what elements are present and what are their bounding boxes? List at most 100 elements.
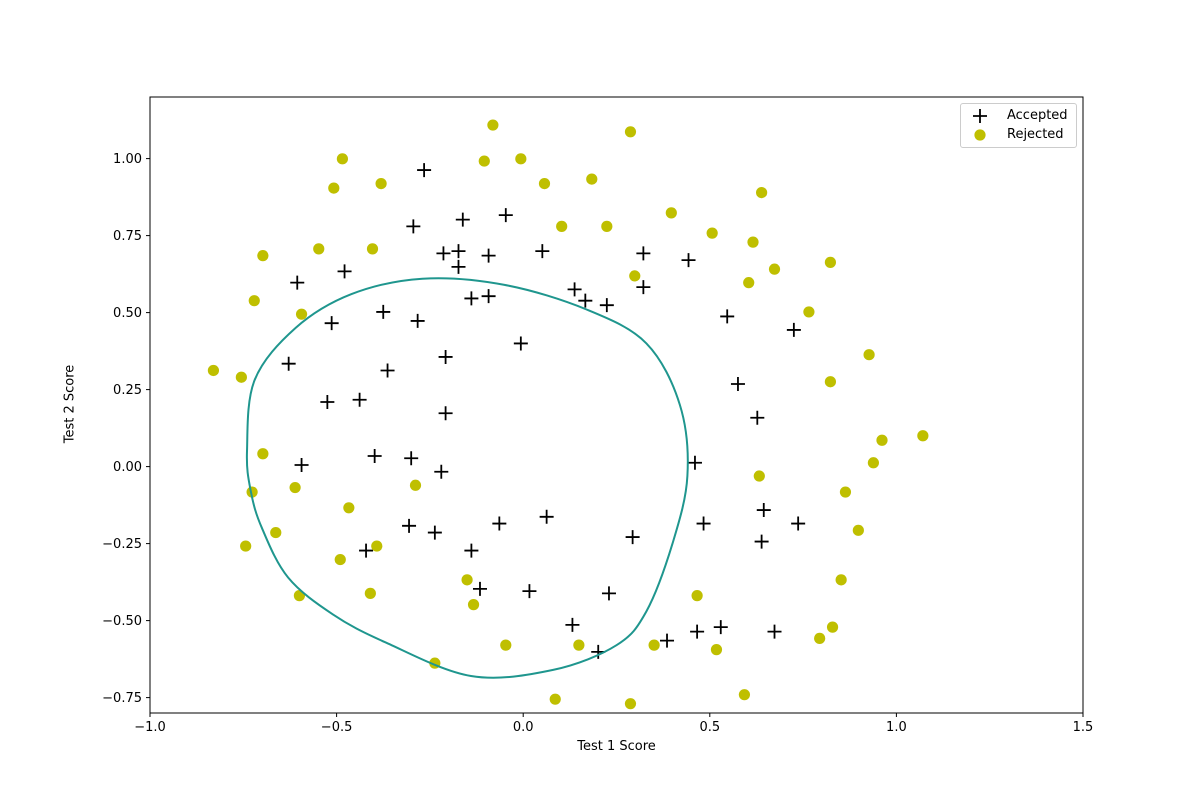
accepted-marker bbox=[464, 543, 479, 558]
accepted-marker bbox=[410, 313, 425, 328]
axes-background bbox=[150, 97, 1083, 713]
rejected-marker bbox=[573, 639, 585, 651]
accepted-marker bbox=[438, 349, 453, 364]
accepted-marker bbox=[791, 516, 806, 531]
rejected-marker bbox=[366, 243, 379, 255]
y-tick-label: −0.75 bbox=[102, 691, 142, 706]
rejected-marker bbox=[257, 250, 269, 262]
rejected-marker bbox=[852, 524, 864, 536]
rejected-marker bbox=[826, 621, 839, 633]
rejected-marker bbox=[876, 434, 888, 446]
accepted-marker bbox=[451, 244, 466, 259]
rejected-marker bbox=[235, 371, 247, 383]
rejected-marker bbox=[207, 364, 220, 377]
accepted-marker bbox=[539, 509, 554, 524]
x-tick-label: −1.0 bbox=[134, 720, 166, 735]
accepted-marker bbox=[352, 392, 367, 407]
accepted-marker bbox=[464, 291, 479, 306]
y-tick-label: 0.50 bbox=[113, 306, 142, 321]
accepted-marker bbox=[481, 248, 496, 263]
accepted-marker bbox=[767, 624, 782, 639]
rejected-marker bbox=[747, 236, 759, 248]
rejected-marker bbox=[691, 590, 703, 602]
rejected-marker bbox=[500, 639, 512, 651]
legend-label-rejected: Rejected bbox=[1007, 126, 1064, 142]
accepted-marker bbox=[565, 617, 580, 632]
rejected-marker bbox=[343, 502, 355, 514]
rejected-marker bbox=[738, 689, 751, 701]
accepted-marker bbox=[690, 624, 705, 639]
rejected-marker bbox=[248, 295, 260, 307]
accepted-marker bbox=[636, 280, 651, 295]
rejected-marker bbox=[409, 479, 422, 491]
rejected-marker bbox=[364, 587, 376, 599]
rejected-marker bbox=[867, 457, 879, 469]
rejected-marker bbox=[756, 186, 768, 199]
accepted-marker bbox=[660, 633, 675, 648]
rejected-marker bbox=[461, 574, 473, 586]
rejected-marker bbox=[753, 470, 765, 482]
rejected-marker bbox=[334, 553, 346, 566]
y-tick-label: 0.75 bbox=[113, 229, 142, 244]
rejected-marker bbox=[313, 243, 325, 255]
accepted-marker bbox=[578, 293, 593, 308]
accepted-marker bbox=[406, 219, 421, 234]
rejected-marker bbox=[295, 308, 308, 320]
accepted-marker bbox=[438, 406, 453, 421]
accepted-marker bbox=[294, 458, 309, 473]
x-tick-label: 0.5 bbox=[699, 720, 720, 735]
accepted-marker bbox=[492, 516, 507, 531]
accepted-marker bbox=[380, 363, 395, 378]
accepted-marker bbox=[281, 356, 296, 371]
accepted-marker bbox=[427, 525, 442, 540]
y-tick-label: 0.00 bbox=[113, 460, 142, 475]
rejected-marker bbox=[665, 207, 677, 219]
rejected-marker bbox=[624, 126, 637, 138]
accepted-marker bbox=[522, 584, 537, 599]
accepted-marker bbox=[786, 322, 801, 337]
accepted-marker bbox=[636, 246, 651, 261]
rejected-marker bbox=[478, 155, 490, 167]
rejected-marker bbox=[328, 182, 340, 194]
accepted-marker bbox=[750, 410, 765, 425]
x-tick-label: 0.0 bbox=[513, 720, 534, 735]
rejected-marker bbox=[549, 693, 561, 705]
accepted-marker bbox=[455, 212, 470, 227]
accepted-marker bbox=[481, 289, 496, 304]
x-tick-label: −0.5 bbox=[321, 720, 353, 735]
rejected-marker bbox=[556, 220, 568, 232]
accepted-marker bbox=[625, 530, 640, 545]
accepted-marker bbox=[376, 304, 391, 319]
rejected-marker bbox=[487, 119, 499, 131]
accepted-marker bbox=[513, 336, 528, 351]
decision-boundary-curve bbox=[245, 277, 689, 679]
x-axis-title: Test 1 Score bbox=[577, 739, 656, 754]
rejected-marker bbox=[839, 486, 852, 498]
accepted-marker bbox=[599, 298, 614, 313]
accepted-marker bbox=[567, 282, 582, 297]
rejected-marker bbox=[917, 430, 929, 442]
y-axis-title: Test 2 Score bbox=[62, 364, 78, 444]
legend: Accepted Rejected bbox=[960, 103, 1077, 148]
accepted-marker bbox=[730, 376, 745, 391]
rejected-marker bbox=[375, 177, 387, 190]
rejected-marker bbox=[289, 481, 301, 494]
rejected-marker bbox=[246, 486, 258, 498]
accepted-marker bbox=[754, 534, 769, 549]
rejected-marker bbox=[824, 376, 837, 388]
legend-label-accepted: Accepted bbox=[1007, 108, 1068, 124]
rejected-marker bbox=[601, 220, 613, 232]
rejected-marker bbox=[648, 639, 660, 651]
rejected-marker bbox=[240, 540, 252, 552]
rejected-marker bbox=[257, 448, 269, 460]
accepted-marker bbox=[696, 516, 711, 531]
accepted-marker bbox=[687, 455, 702, 470]
accepted-marker bbox=[498, 208, 513, 223]
accepted-marker bbox=[320, 394, 335, 409]
accepted-marker bbox=[337, 264, 352, 279]
accepted-marker bbox=[472, 581, 487, 596]
accepted-marker bbox=[451, 259, 466, 274]
rejected-marker bbox=[467, 599, 480, 611]
accepted-marker bbox=[434, 464, 449, 479]
